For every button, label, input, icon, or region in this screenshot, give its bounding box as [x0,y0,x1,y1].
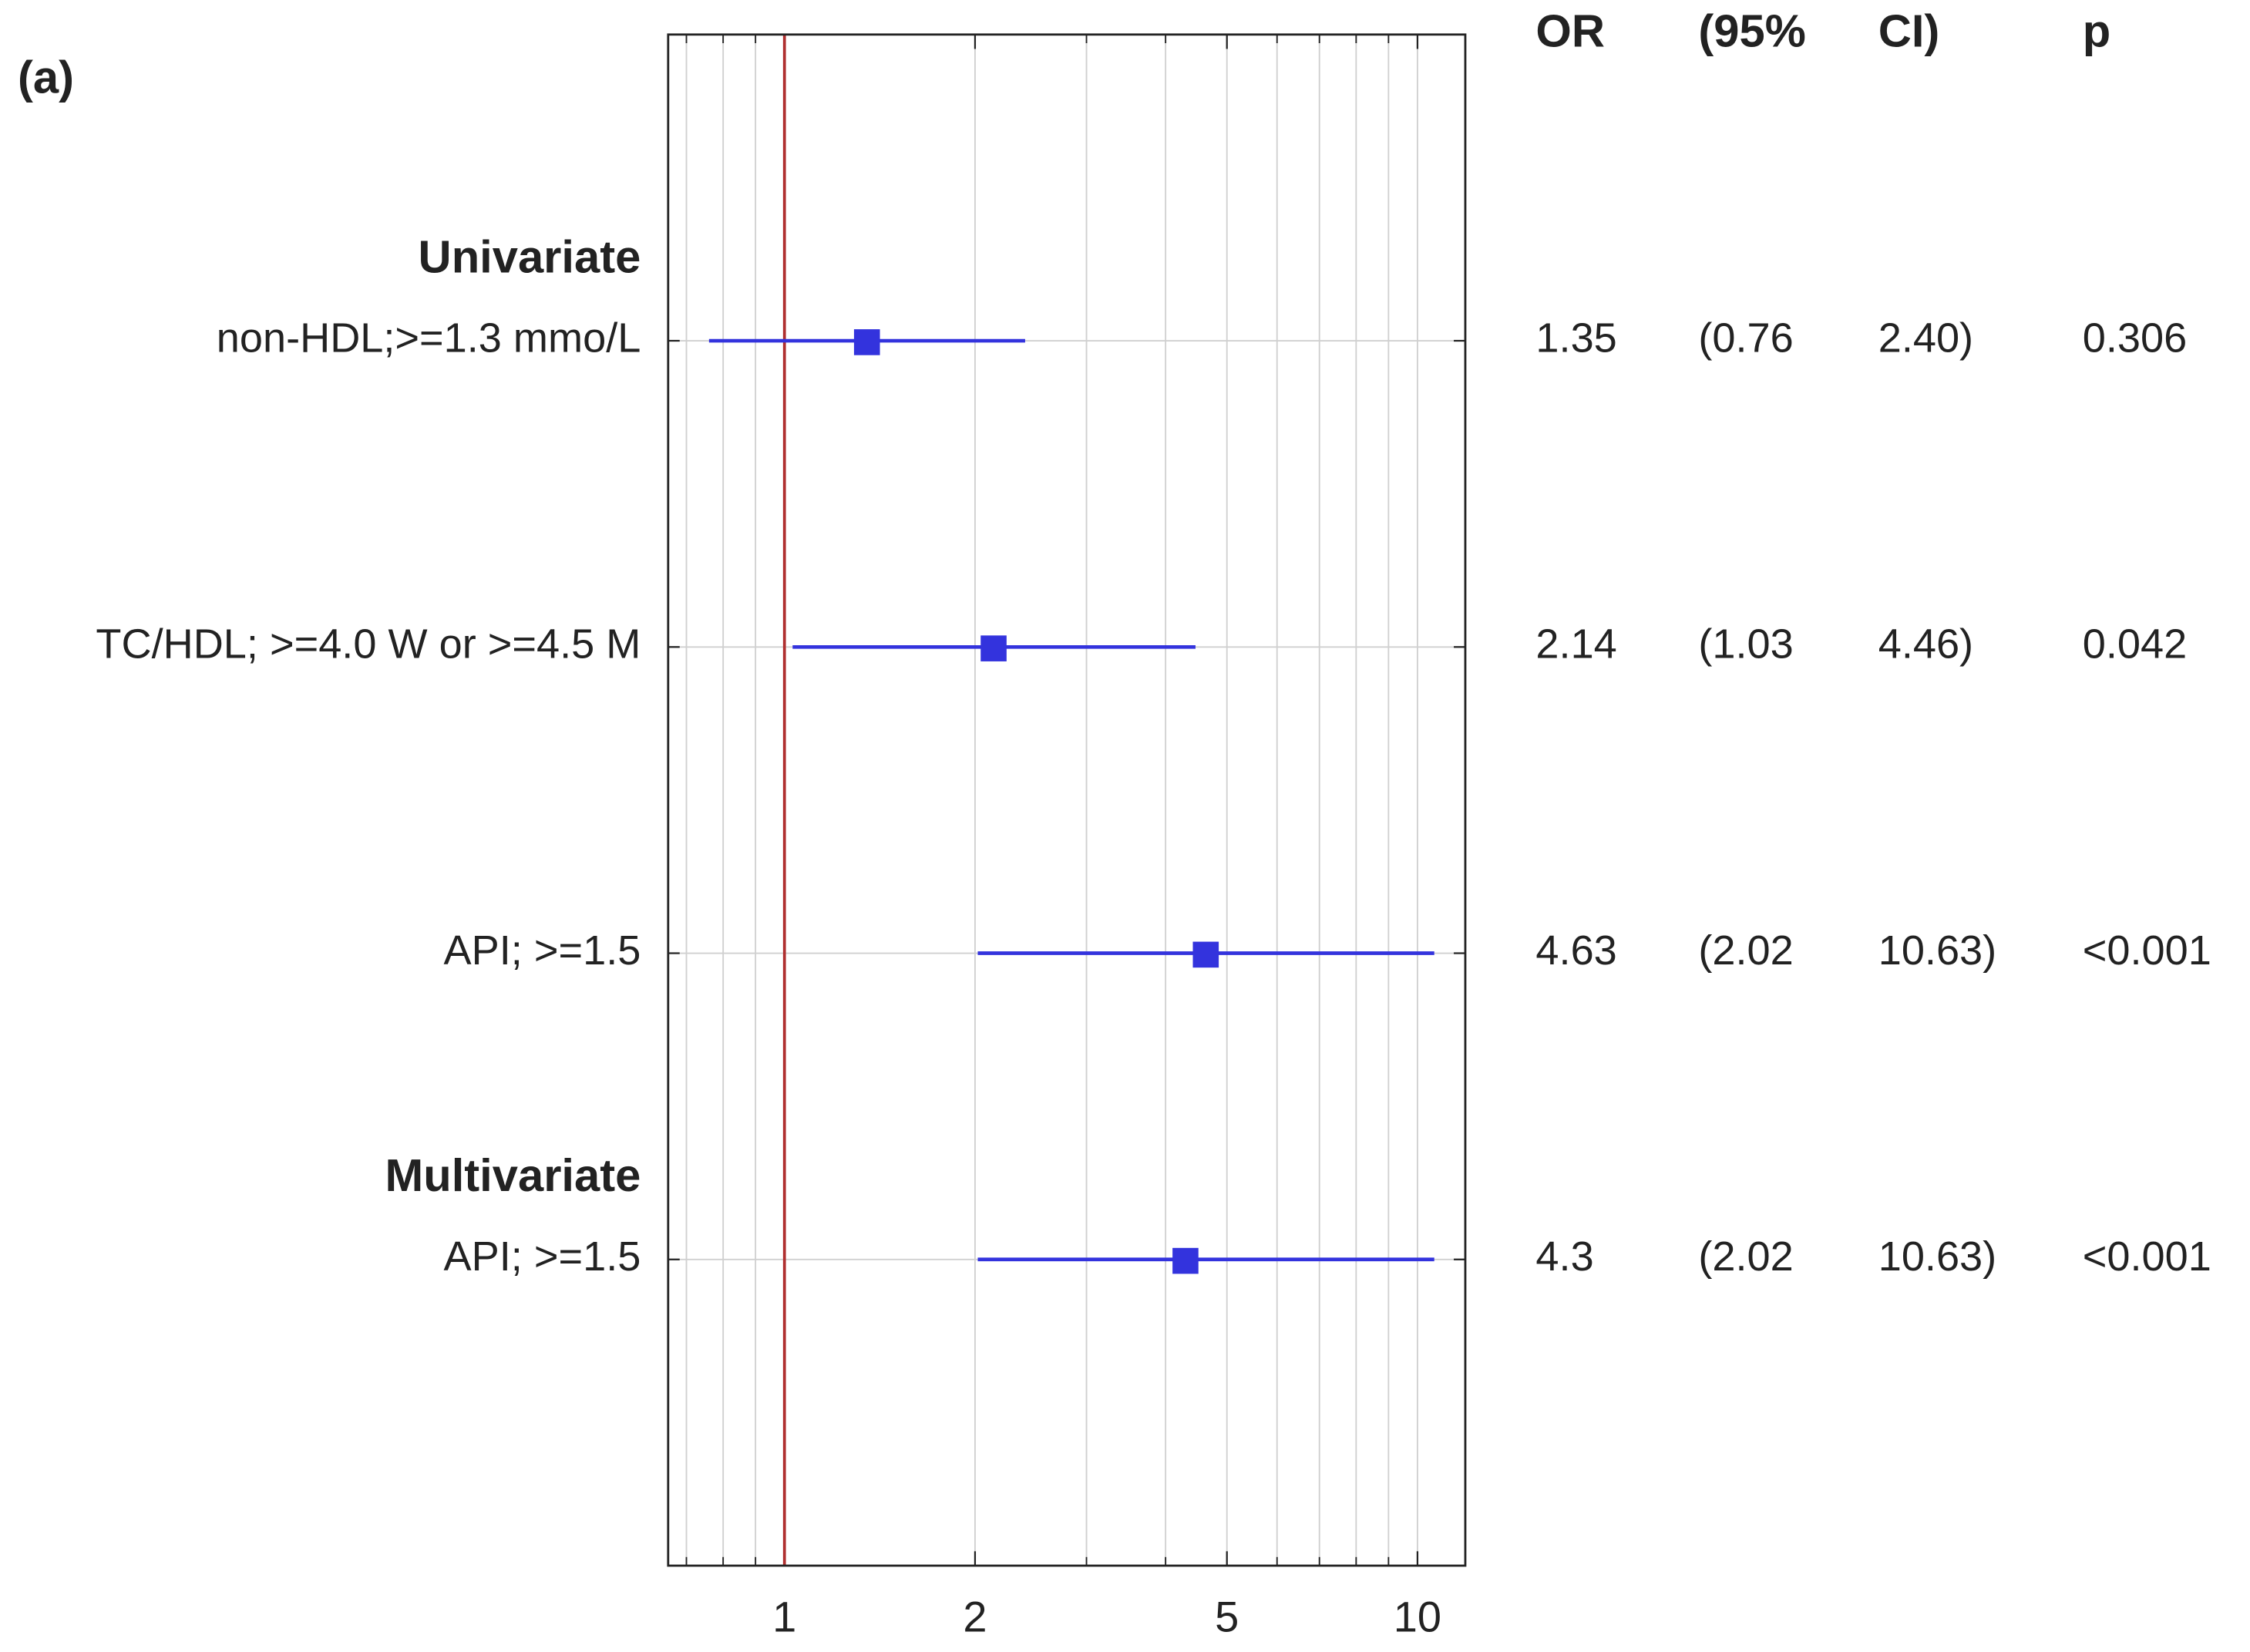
p-label: 0.306 [2083,315,2187,361]
or-label: 1.35 [1535,315,1616,361]
group-heading: Univariate [419,230,641,282]
column-header: (95% [1698,5,1805,57]
or-label: 4.63 [1535,927,1616,974]
row-label: non-HDL;>=1.3 mmo/L [217,315,641,361]
group-heading: Multivariate [385,1149,641,1201]
ci-upper-label: 2.40) [1878,315,1973,361]
x-tick-label: 2 [963,1593,987,1641]
or-label: 2.14 [1535,621,1616,668]
x-tick-label: 1 [772,1593,796,1641]
column-header: OR [1535,5,1605,57]
x-tick-label: 5 [1215,1593,1239,1641]
row-label: API; >=1.5 [444,1233,641,1280]
or-marker [980,635,1007,661]
column-header: p [2083,5,2110,57]
p-label: <0.001 [2083,1233,2211,1280]
ci-lower-label: (0.76 [1698,315,1793,361]
or-label: 4.3 [1535,1233,1593,1280]
p-label: <0.001 [2083,927,2211,974]
ci-upper-label: 4.46) [1878,621,1973,668]
ci-lower-label: (1.03 [1698,621,1793,668]
or-marker [1172,1247,1199,1274]
panel-label: (a) [18,51,74,103]
p-label: 0.042 [2083,621,2187,668]
row-label: TC/HDL; >=4.0 W or >=4.5 M [96,621,641,668]
ci-upper-label: 10.63) [1878,1233,1996,1280]
ci-upper-label: 10.63) [1878,927,1996,974]
or-marker [853,329,880,355]
row-label: API; >=1.5 [444,927,641,974]
ci-lower-label: (2.02 [1698,1233,1793,1280]
or-marker [1192,941,1219,968]
plot-frame [667,33,1467,1567]
x-tick-label: 10 [1394,1593,1441,1641]
ci-lower-label: (2.02 [1698,927,1793,974]
column-header: CI) [1878,5,1940,57]
